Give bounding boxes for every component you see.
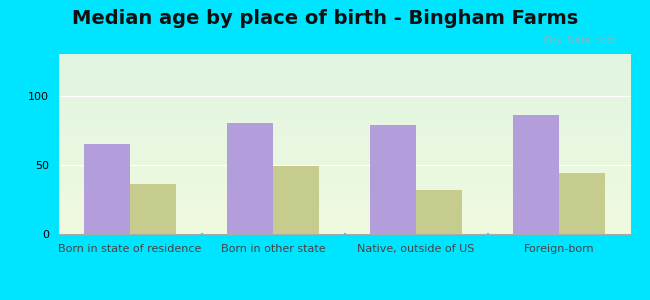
Text: City-Data.com: City-Data.com [543, 36, 618, 46]
Bar [84, 144, 130, 234]
Bar [130, 184, 176, 234]
Text: Median age by place of birth - Bingham Farms: Median age by place of birth - Bingham F… [72, 9, 578, 28]
Bar [273, 166, 318, 234]
Bar [559, 173, 604, 234]
Bar [227, 123, 273, 234]
Bar [416, 190, 462, 234]
Bar [370, 124, 416, 234]
Bar [514, 115, 559, 234]
